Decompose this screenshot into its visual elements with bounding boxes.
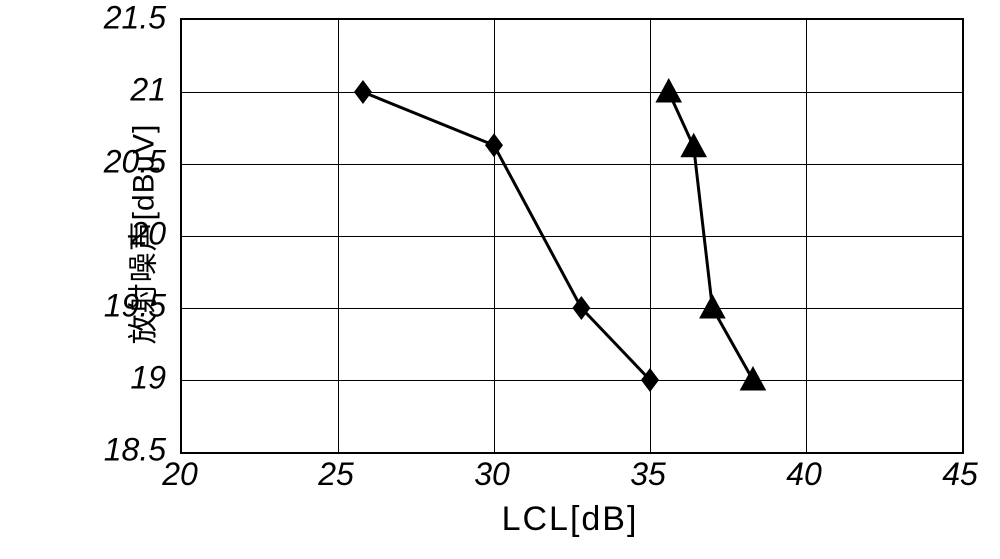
triangle-marker-icon: [740, 366, 767, 391]
diamond-marker-icon: [354, 80, 372, 104]
plot-area: [180, 18, 964, 454]
chart-container: 放射噪声[dBμV] LCL[dB] 20253035404518.51919.…: [0, 0, 1000, 559]
y-tick-label: 21.5: [0, 0, 166, 37]
y-tick-label: 20: [0, 216, 166, 253]
series-layer: [182, 20, 962, 452]
x-tick-label: 30: [474, 456, 510, 493]
y-tick-label: 19.5: [0, 288, 166, 325]
y-tick-label: 18.5: [0, 432, 166, 469]
x-tick-label: 20: [162, 456, 198, 493]
x-tick-label: 35: [630, 456, 666, 493]
x-tick-label: 45: [942, 456, 978, 493]
y-tick-label: 20.5: [0, 144, 166, 181]
triangle-marker-icon: [680, 133, 707, 158]
y-tick-label: 21: [0, 72, 166, 109]
triangle-marker-icon: [699, 294, 726, 319]
triangle-marker-icon: [655, 78, 682, 103]
x-tick-label: 25: [318, 456, 354, 493]
series-line: [363, 92, 650, 380]
diamond-marker-icon: [485, 133, 503, 157]
y-tick-label: 19: [0, 360, 166, 397]
x-axis-label: LCL[dB]: [502, 500, 639, 539]
x-tick-label: 40: [786, 456, 822, 493]
series-line: [669, 92, 753, 380]
